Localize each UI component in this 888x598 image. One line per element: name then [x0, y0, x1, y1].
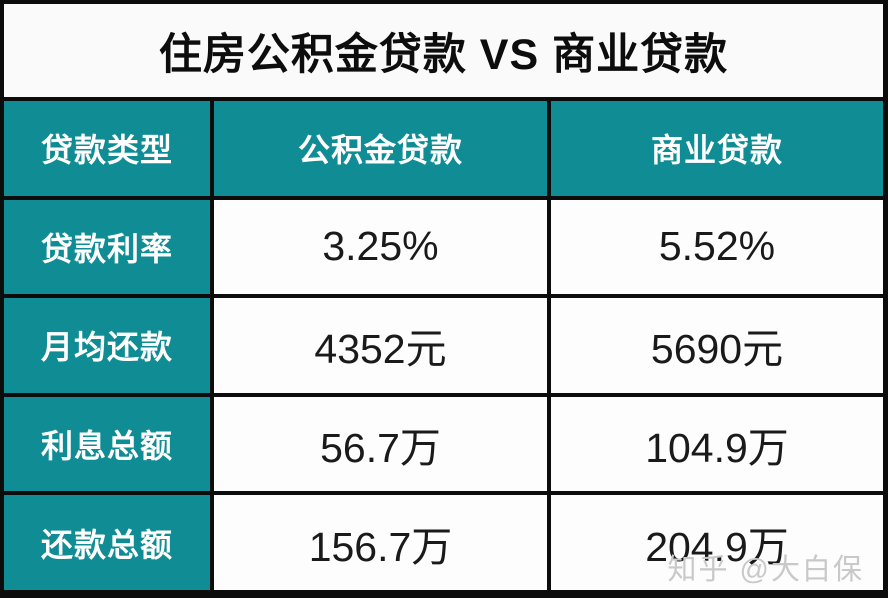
column-header-loan-type: 贷款类型: [4, 101, 210, 196]
cell-fund-monthly-repayment: 4352元: [214, 298, 547, 393]
cell-commercial-total-interest: 104.9万: [551, 396, 883, 492]
cell-commercial-total-repayment: 204.9万: [551, 495, 883, 590]
row-header-monthly-repayment: 月均还款: [4, 298, 210, 393]
comparison-table: 贷款类型 公积金贷款 商业贷款 贷款利率 3.25% 5.52% 月均还款 43…: [4, 101, 883, 590]
row-header-total-repayment: 还款总额: [4, 495, 210, 590]
cell-fund-interest-rate: 3.25%: [214, 199, 547, 295]
page-title: 住房公积金贷款 VS 商业贷款: [4, 4, 883, 97]
cell-fund-total-interest: 56.7万: [214, 396, 547, 492]
column-header-fund-loan: 公积金贷款: [214, 101, 547, 196]
cell-commercial-monthly-repayment: 5690元: [551, 298, 883, 393]
row-header-interest-rate: 贷款利率: [4, 199, 210, 295]
cell-fund-total-repayment: 156.7万: [214, 495, 547, 590]
row-header-total-interest: 利息总额: [4, 396, 210, 492]
cell-commercial-interest-rate: 5.52%: [551, 199, 883, 295]
column-header-commercial-loan: 商业贷款: [551, 101, 883, 196]
